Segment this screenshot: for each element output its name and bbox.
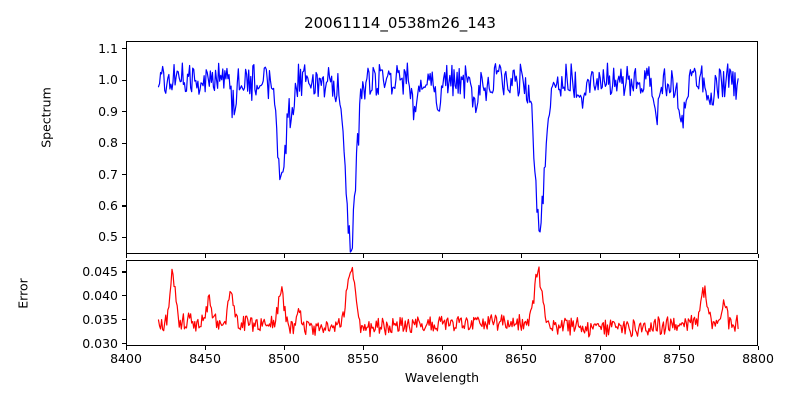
wavelength-xtick-label: 8800: [742, 351, 774, 366]
error-panel: [126, 260, 758, 346]
spectrum-ytick-mark: [122, 205, 126, 207]
wavelength-xtick-label: 8550: [347, 351, 379, 366]
error-ytick-mark: [122, 319, 126, 321]
wavelength-xtick-label: 8450: [189, 351, 221, 366]
spectrum-ytick-mark: [122, 174, 126, 176]
spectrum-xtick-mark: [283, 254, 285, 258]
wavelength-xtick-mark: [125, 346, 127, 350]
wavelength-xtick-label: 8700: [584, 351, 616, 366]
wavelength-xtick-label: 8500: [268, 351, 300, 366]
spectrum-ytick-label: 0.9: [98, 103, 118, 119]
spectrum-xtick-mark: [520, 254, 522, 258]
spectrum-ytick-mark: [122, 142, 126, 144]
spectrum-trace: [159, 63, 739, 252]
error-trace: [159, 267, 739, 337]
error-plot-area: [127, 261, 757, 345]
spectrum-ytick-mark: [122, 48, 126, 50]
spectrum-ytick-mark: [122, 79, 126, 81]
spectrum-ytick-label: 1.1: [98, 40, 118, 56]
error-ytick-mark: [122, 271, 126, 273]
spectrum-ytick-mark: [122, 236, 126, 238]
error-ytick-label: 0.035: [82, 311, 118, 327]
wavelength-xtick-label: 8750: [663, 351, 695, 366]
spectrum-xtick-mark: [362, 254, 364, 258]
spectrum-axis-label: Spectrum: [38, 87, 54, 148]
spectrum-xtick-mark: [125, 254, 127, 258]
wavelength-xtick-mark: [599, 346, 601, 350]
wavelength-xtick-mark: [757, 346, 759, 350]
wavelength-xtick-mark: [283, 346, 285, 350]
spectrum-ytick-label: 0.8: [98, 135, 118, 151]
error-ytick-label: 0.030: [82, 335, 118, 351]
error-ytick-mark: [122, 343, 126, 345]
spectrum-xtick-mark: [599, 254, 601, 258]
wavelength-xtick-mark: [678, 346, 680, 350]
wavelength-xtick-mark: [204, 346, 206, 350]
figure-title: 20061114_0538m26_143: [304, 14, 496, 32]
spectrum-ytick-mark: [122, 111, 126, 113]
error-ytick-mark: [122, 295, 126, 297]
wavelength-xtick-mark: [520, 346, 522, 350]
spectrum-xtick-mark: [204, 254, 206, 258]
wavelength-xtick-label: 8650: [505, 351, 537, 366]
wavelength-axis-label: Wavelength: [404, 370, 480, 385]
wavelength-xtick-label: 8600: [426, 351, 458, 366]
wavelength-xtick-label: 8400: [110, 351, 142, 366]
error-ytick-label: 0.045: [82, 263, 118, 279]
error-ytick-label: 0.040: [82, 287, 118, 303]
spectrum-xtick-mark: [757, 254, 759, 258]
spectrum-ytick-label: 0.6: [98, 197, 118, 213]
spectrum-ytick-label: 1.0: [98, 72, 118, 88]
spectrum-xtick-mark: [441, 254, 443, 258]
error-axis-label: Error: [15, 278, 31, 309]
spectrum-ytick-label: 0.7: [98, 166, 118, 182]
spectrum-xtick-mark: [678, 254, 680, 258]
spectrum-plot-area: [127, 42, 757, 253]
wavelength-xtick-mark: [441, 346, 443, 350]
spectrum-panel: [126, 41, 758, 254]
wavelength-xtick-mark: [362, 346, 364, 350]
spectrum-ytick-label: 0.5: [98, 229, 118, 245]
